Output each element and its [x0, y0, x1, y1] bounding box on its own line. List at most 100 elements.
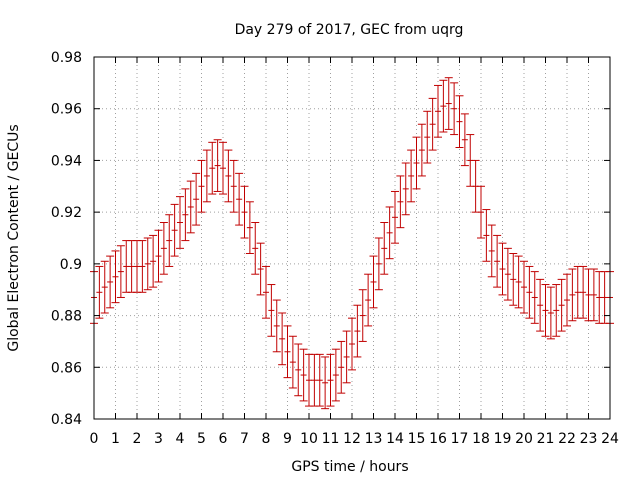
error-bar-point [240, 185, 249, 239]
error-bar-point [391, 190, 399, 244]
error-bar-point [396, 175, 405, 229]
error-bar-point [95, 265, 104, 319]
error-bar-point [460, 113, 469, 167]
x-tick-label: 11 [322, 431, 340, 447]
error-bar-point [525, 265, 534, 319]
error-bar-point [213, 139, 222, 192]
y-tick-label: 0.88 [51, 309, 82, 325]
x-tick-label: 24 [601, 431, 619, 447]
x-tick-label: 7 [240, 431, 249, 447]
error-bar-point [444, 77, 453, 130]
y-tick-label: 0.96 [51, 102, 82, 118]
x-tick-label: 22 [558, 431, 576, 447]
x-tick-label: 9 [283, 431, 292, 447]
y-tick-label: 0.84 [51, 412, 82, 428]
x-axis-label: GPS time / hours [291, 459, 408, 475]
error-bar-point [503, 247, 512, 301]
x-tick-label: 15 [408, 431, 426, 447]
x-tick-label: 14 [386, 431, 404, 447]
y-axis-label: Global Electron Content / GECUs [6, 124, 22, 351]
error-bar-point [530, 271, 539, 324]
error-bar-point [369, 255, 378, 309]
x-tick-label: 3 [154, 431, 163, 447]
x-tick-label: 18 [472, 431, 490, 447]
error-bar-point [536, 278, 545, 332]
error-bar-point [428, 97, 437, 151]
error-bar-point [520, 260, 528, 314]
error-bar-point [288, 335, 297, 389]
error-bar-point [186, 180, 195, 234]
error-bar-point [326, 353, 335, 407]
error-bar-point [331, 348, 340, 402]
error-bar-point [165, 214, 174, 267]
x-tick-label: 5 [197, 431, 206, 447]
error-bar-point [385, 206, 394, 260]
error-bar-point [272, 299, 281, 353]
chart-title: Day 279 of 2017, GEC from uqrg [235, 22, 464, 38]
error-bar-point [208, 141, 217, 195]
error-bar-point [278, 312, 287, 366]
error-bar-point [579, 265, 588, 319]
error-bar-point [353, 304, 362, 358]
error-bar-point [348, 317, 356, 371]
error-bar-point [202, 149, 211, 203]
error-bar-point [477, 185, 485, 239]
error-bar-point [176, 196, 184, 249]
error-bar-point [267, 284, 276, 337]
error-bar-point [423, 110, 432, 164]
error-bar-point [294, 343, 303, 397]
error-bar-point [509, 253, 518, 306]
error-bar-point [552, 284, 561, 337]
error-bar-point [337, 340, 346, 394]
x-tick-label: 2 [133, 431, 142, 447]
error-bar-point [224, 149, 233, 203]
error-bar-point [374, 237, 383, 291]
y-tick-label: 0.98 [51, 50, 82, 66]
error-bar-point [154, 229, 163, 283]
error-bar-point [434, 84, 442, 138]
error-bar-point [192, 172, 201, 226]
error-bar-point [407, 149, 416, 203]
error-bar-point [143, 237, 152, 291]
error-bar-point [262, 265, 270, 319]
error-bar-point [235, 172, 244, 226]
error-bar-point [170, 203, 179, 257]
error-bar-point [116, 245, 125, 298]
error-bar-point [256, 242, 265, 296]
error-bar-point [541, 284, 550, 337]
x-tick-label: 17 [451, 431, 469, 447]
error-bar-point [455, 95, 464, 148]
error-bar-point [600, 271, 609, 324]
error-bar-point [283, 325, 292, 379]
x-tick-label: 20 [515, 431, 533, 447]
error-bar-point [138, 240, 147, 293]
error-bar-point [315, 353, 324, 407]
x-tick-label: 10 [300, 431, 318, 447]
error-bar-point [546, 286, 555, 340]
x-tick-labels: 0 1 2 3 4 5 6 7 8 9 10 11 12 13 14 15 16 17 18 19 20 21 22 23 24 [90, 431, 619, 447]
x-tick-label: 16 [429, 431, 447, 447]
error-bar-point [100, 260, 109, 314]
error-bar-point [417, 123, 426, 177]
error-bar-point [342, 330, 351, 384]
x-tick-label: 21 [537, 431, 555, 447]
error-bar-point [358, 289, 367, 342]
error-bar-point [380, 221, 389, 275]
y-tick-label: 0.92 [51, 205, 82, 221]
error-bar-point [401, 162, 410, 216]
y-tick-labels: 0.84 0.86 0.88 0.9 0.92 0.94 0.96 0.98 [51, 50, 82, 428]
error-bar-point [557, 278, 566, 332]
error-bar-point [251, 221, 260, 275]
error-bar-point [245, 201, 254, 255]
error-bar-point [493, 234, 502, 288]
x-tick-label: 8 [262, 431, 271, 447]
axis-ticks [93, 56, 611, 420]
error-bar-point [197, 159, 206, 213]
x-tick-label: 0 [90, 431, 99, 447]
error-bar-point [106, 255, 115, 309]
x-tick-label: 12 [343, 431, 361, 447]
error-bar-point [111, 250, 120, 304]
error-bar-point [229, 159, 238, 213]
error-bar-point [450, 82, 459, 136]
